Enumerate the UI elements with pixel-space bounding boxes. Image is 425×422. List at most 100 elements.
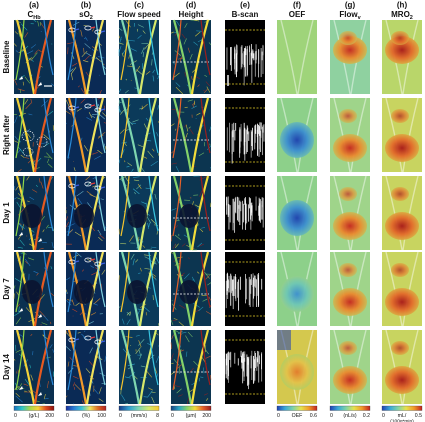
capillary <box>31 52 38 60</box>
capillary <box>126 166 130 168</box>
capillary <box>130 122 136 125</box>
capillary <box>80 88 85 95</box>
capillary <box>86 191 94 197</box>
capillary <box>122 318 125 325</box>
capillary <box>30 98 33 104</box>
capillary <box>83 145 89 152</box>
major-vessel <box>172 175 182 237</box>
capillary <box>210 202 212 208</box>
panel-title: MRO2 <box>391 10 413 21</box>
capillary <box>46 152 53 160</box>
panel-letter: (d) <box>186 1 197 10</box>
capillary <box>14 116 18 124</box>
capillary <box>209 126 212 132</box>
major-vessel <box>172 251 182 313</box>
capillary <box>76 191 84 197</box>
capillary <box>171 334 174 340</box>
capillary <box>205 355 211 359</box>
vessel-overlay <box>280 19 298 95</box>
vessel-overlay <box>297 19 314 95</box>
capillary <box>150 160 158 167</box>
capillary <box>118 306 121 308</box>
major-vessel <box>120 251 130 313</box>
capillary <box>171 208 177 211</box>
capillary <box>18 222 25 229</box>
capillary <box>98 398 104 402</box>
major-vessel <box>67 329 77 391</box>
capillary <box>46 158 50 164</box>
capillary <box>19 239 25 246</box>
signal-hotspot <box>385 366 419 394</box>
capillary <box>39 294 45 300</box>
lesion-region <box>22 204 42 228</box>
capillary <box>155 277 157 281</box>
capillary <box>37 49 42 53</box>
capillary <box>84 330 86 332</box>
colorbar: 0 (nL/s) 0.2 <box>329 405 371 419</box>
capillary <box>73 386 76 390</box>
capillary <box>18 306 20 313</box>
signal-hotspot <box>280 354 314 390</box>
capillary <box>208 296 212 301</box>
capillary <box>81 269 85 272</box>
panel-title-subscript: v <box>358 15 362 21</box>
major-vessel <box>15 19 36 95</box>
capillary <box>15 50 19 53</box>
capillary <box>204 393 208 396</box>
capillary <box>142 30 146 34</box>
vessel-image <box>65 175 107 251</box>
capillary <box>193 19 200 22</box>
capillary <box>87 202 92 209</box>
capillary <box>190 76 193 81</box>
capillary <box>50 266 53 270</box>
major-vessel <box>33 19 53 95</box>
capillary <box>173 318 178 320</box>
capillary <box>80 98 86 104</box>
colorbars: 0 (g/L) 200 0 (%) 100 0 (mm/s) 8 0 (µm) 200 0 OEF 0.6 0… <box>13 405 423 422</box>
capillary <box>118 45 122 53</box>
capillary <box>24 99 29 105</box>
capillary <box>181 331 187 334</box>
capillary <box>42 229 45 233</box>
capillary <box>17 88 25 92</box>
lesion-region <box>127 280 147 304</box>
colorbar: 0 (µm) 200 <box>170 405 212 419</box>
capillary <box>95 57 102 63</box>
capillary <box>25 260 28 264</box>
capillary <box>174 385 181 388</box>
capillary <box>137 308 143 311</box>
capillary <box>137 144 144 148</box>
capillary <box>32 189 38 193</box>
capillary <box>205 81 210 87</box>
capillary <box>151 59 153 66</box>
capillary <box>43 393 46 400</box>
major-vessel <box>120 329 130 391</box>
colorbar-unit: (µm) <box>186 413 197 419</box>
colorbar-max: 200 <box>45 413 54 419</box>
capillary <box>178 304 186 309</box>
capillary <box>29 364 31 369</box>
capillary <box>143 306 150 313</box>
major-vessel <box>85 97 105 173</box>
capillary <box>189 53 193 60</box>
colorbar-unit: (%) <box>82 413 90 419</box>
capillary <box>152 148 155 152</box>
capillary <box>146 216 152 224</box>
vessel-arrow <box>100 340 106 343</box>
capillary <box>101 339 103 342</box>
panel-title: B-scan <box>232 10 259 19</box>
colorbar: 0 (g/L) 200 <box>13 405 55 419</box>
major-vessel <box>200 329 211 386</box>
capillary <box>187 47 191 53</box>
capillary <box>84 43 91 49</box>
capillary <box>87 258 91 262</box>
capillary <box>97 149 103 154</box>
panel-title-subscript: Hb <box>33 15 41 21</box>
capillary <box>118 35 120 39</box>
capillary <box>197 39 203 43</box>
capillary <box>41 241 47 244</box>
parametric-map <box>330 97 370 173</box>
major-vessel <box>172 329 182 391</box>
colorbar-gradient <box>65 405 107 411</box>
colorbar-max: 8 <box>156 413 159 419</box>
